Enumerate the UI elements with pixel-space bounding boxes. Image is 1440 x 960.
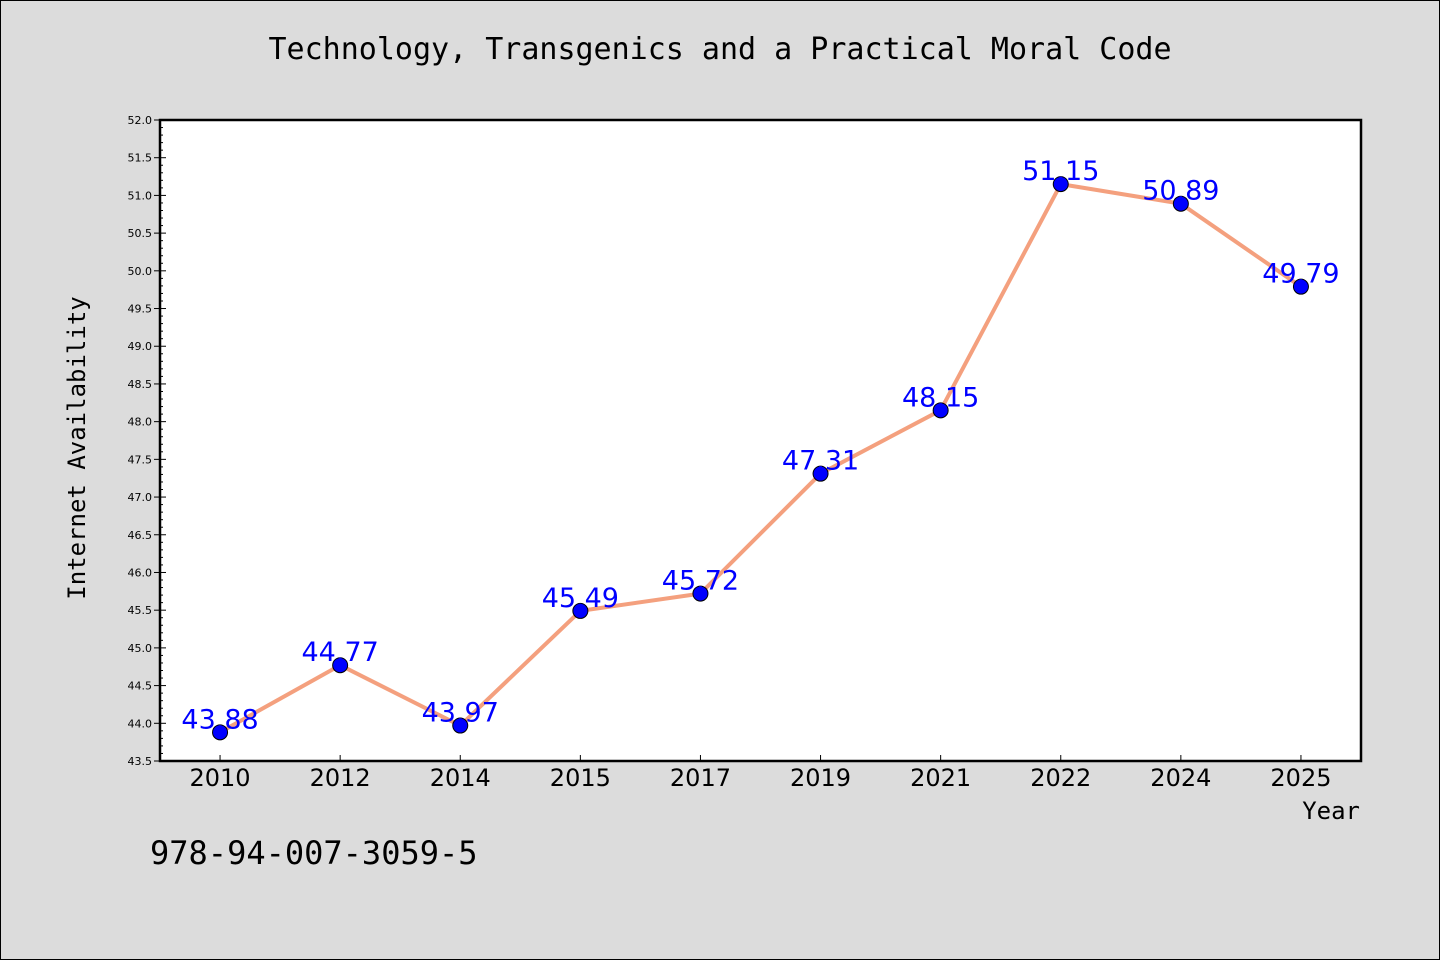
x-tick-label: 2017 <box>670 764 731 792</box>
data-point <box>812 465 829 482</box>
data-point <box>332 657 349 674</box>
x-tick-label: 2012 <box>310 764 371 792</box>
data-label: 48.15 <box>902 382 979 413</box>
x-tick-label: 2014 <box>430 764 491 792</box>
x-tick-label: 2015 <box>550 764 611 792</box>
chart-title: Technology, Transgenics and a Practical … <box>268 32 1172 67</box>
y-tick-label: 48.0 <box>128 416 153 429</box>
y-tick-label: 44.0 <box>128 717 153 730</box>
x-tick-label: 2024 <box>1150 764 1211 792</box>
x-tick-label: 2022 <box>1030 764 1091 792</box>
y-tick-label: 51.5 <box>128 152 153 165</box>
y-tick-label: 47.0 <box>128 491 153 504</box>
data-label: 43.97 <box>422 698 499 729</box>
x-tick-label: 2019 <box>790 764 851 792</box>
x-tick-label: 2021 <box>910 764 971 792</box>
isbn-text: 978-94-007-3059-5 <box>150 834 478 872</box>
data-label: 50.89 <box>1142 176 1219 207</box>
y-tick-label: 45.0 <box>128 642 153 655</box>
data-label: 45.49 <box>542 583 619 614</box>
y-tick-label: 50.0 <box>128 265 153 278</box>
x-tick-label: 2025 <box>1270 764 1331 792</box>
data-point <box>932 402 949 419</box>
series-line <box>219 182 1303 735</box>
x-tick-label: 2010 <box>190 764 251 792</box>
x-axis-label: Year <box>1302 797 1360 825</box>
data-label: 51.15 <box>1022 156 1099 187</box>
y-tick-label: 51.0 <box>128 189 153 202</box>
data-label: 45.72 <box>662 566 739 597</box>
data-point <box>692 585 709 602</box>
y-tick-label: 44.5 <box>128 680 153 693</box>
y-tick-label: 43.5 <box>128 755 153 768</box>
data-point <box>1052 176 1069 193</box>
y-tick-label: 48.5 <box>128 378 153 391</box>
data-point <box>1172 195 1189 212</box>
y-tick-label: 46.0 <box>128 566 153 579</box>
data-label: 49.79 <box>1262 259 1339 290</box>
data-label: 47.31 <box>782 446 859 477</box>
data-label: 44.77 <box>302 637 379 668</box>
data-point <box>1292 278 1309 295</box>
data-label: 43.88 <box>181 704 258 735</box>
y-tick-label: 46.5 <box>128 529 153 542</box>
data-point <box>572 602 589 619</box>
data-point <box>452 717 469 734</box>
y-tick-label: 49.5 <box>128 303 153 316</box>
y-tick-label: 50.5 <box>128 227 153 240</box>
y-tick-label: 47.5 <box>128 453 153 466</box>
plot-area <box>158 118 1363 763</box>
y-tick-label: 49.0 <box>128 340 153 353</box>
y-tick-label: 52.0 <box>128 114 153 127</box>
data-point <box>212 724 229 741</box>
y-tick-label: 45.5 <box>128 604 153 617</box>
